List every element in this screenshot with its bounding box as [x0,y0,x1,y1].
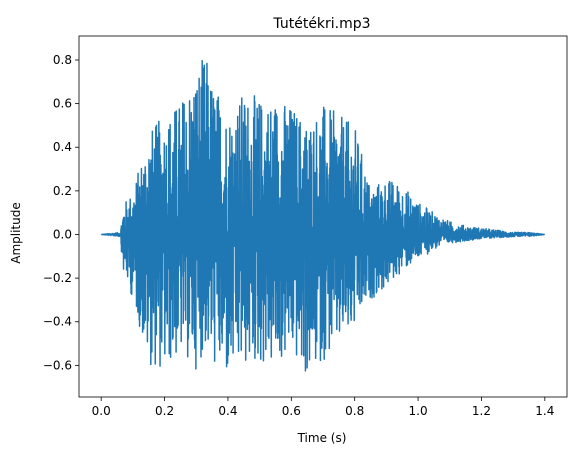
y-tick-label: 0.4 [53,140,72,154]
x-tick-label: 0.6 [282,404,301,418]
x-tick-label: 0.0 [92,404,111,418]
x-axis: 0.0 0.2 0.4 0.6 0.8 1.0 1.2 1.4 [92,397,554,418]
plot-frame [78,35,568,398]
y-tick-label: 0.0 [53,227,72,241]
y-tick-label: 0.8 [53,53,72,67]
x-axis-label: Time (s) [297,431,347,445]
y-axis-label: Amplitude [9,202,23,264]
y-axis: −0.6 −0.4 −0.2 0.0 0.2 0.4 0.6 0.8 [43,53,79,372]
x-tick-label: 0.4 [218,404,237,418]
x-tick-label: 1.4 [535,404,554,418]
y-tick-label: −0.4 [43,315,72,329]
x-tick-label: 1.2 [472,404,491,418]
y-tick-label: −0.2 [43,271,72,285]
plot-area [100,59,546,372]
x-tick-label: 0.2 [155,404,174,418]
waveform-series-line [100,59,546,372]
y-tick-label: −0.6 [43,358,72,372]
x-tick-label: 1.0 [409,404,428,418]
x-tick-label: 0.8 [345,404,364,418]
chart-title: Tutétékri.mp3 [272,16,370,32]
y-tick-label: 0.2 [53,184,72,198]
y-tick-label: 0.6 [53,97,72,111]
